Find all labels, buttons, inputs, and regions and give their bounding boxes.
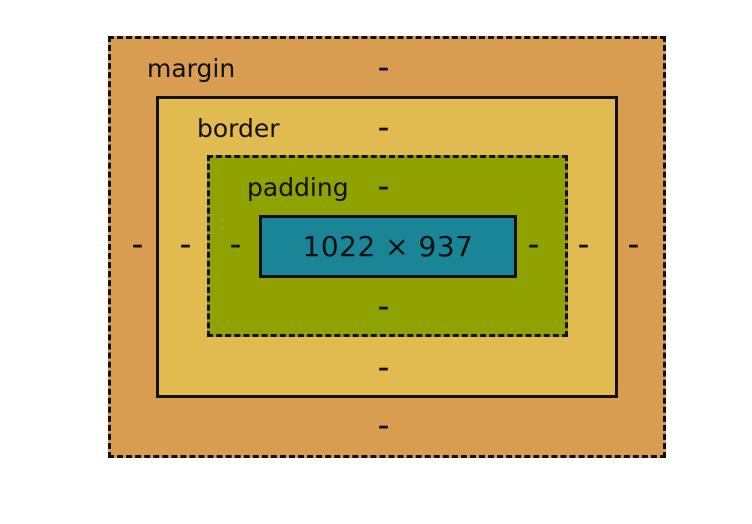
padding-bottom-value: – (378, 295, 389, 320)
border-label: border (197, 114, 280, 143)
margin-top-value: – (378, 56, 389, 81)
margin-left-value: – (132, 233, 143, 258)
padding-label: padding (247, 173, 349, 202)
border-left-value: – (180, 233, 191, 258)
padding-left-value: – (230, 233, 241, 258)
border-bottom-value: – (378, 356, 389, 381)
content-box: 1022 × 937 (259, 215, 517, 278)
border-top-value: – (378, 116, 389, 141)
margin-bottom-value: – (378, 414, 389, 439)
margin-right-value: – (628, 233, 639, 258)
padding-top-value: – (378, 175, 389, 200)
margin-label: margin (147, 54, 236, 83)
border-right-value: – (578, 233, 589, 258)
content-size: 1022 × 937 (302, 230, 474, 263)
padding-right-value: – (528, 233, 539, 258)
